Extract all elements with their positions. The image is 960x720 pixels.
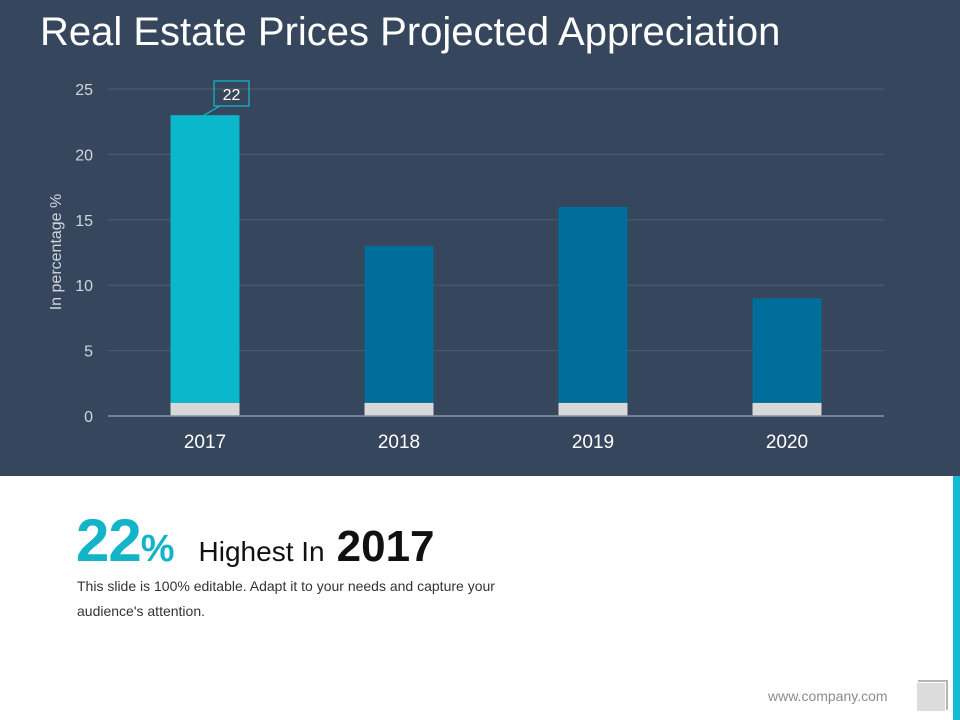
data-label-box [213,80,250,107]
callout-year: 2017 [336,522,435,571]
bar [170,115,240,403]
bar-base [170,402,240,416]
bar [558,206,628,403]
callout-description: This slide is 100% editable. Adapt it to… [77,578,495,619]
bar [364,245,434,403]
callout-number: 22 [76,507,142,574]
bar-base [752,402,822,416]
page-corner-icon [916,682,946,712]
bar [752,298,822,403]
footer-url: www.company.com [768,688,888,704]
callout-phrase: Highest In [198,536,325,567]
y-tick-label: 15 [75,213,93,230]
slide-title: Real Estate Prices Projected Appreciatio… [40,10,781,54]
x-tick-label: 2018 [378,432,420,453]
x-tick-label: 2020 [766,432,808,453]
y-tick-label: 0 [84,409,93,426]
x-tick-label: 2019 [572,432,614,453]
y-tick-label: 10 [75,278,93,295]
x-tick-label: 2017 [184,432,226,453]
bar-chart: 0 5 10 15 20 25 In percentage % 2017 2018 2019 202… [48,80,884,453]
data-label: 22 [223,87,241,104]
y-tick-label: 5 [84,344,93,361]
y-tick-label: 25 [75,82,93,99]
highlight-callout: 22 % Highest In 2017 [76,506,435,575]
y-tick-label: 20 [75,147,93,164]
callout-percent: % [140,528,175,570]
data-label-leader [203,105,221,116]
bar-base [558,402,628,416]
accent-stripe [953,476,960,720]
bar-base [364,402,434,416]
y-axis-label: In percentage % [48,194,65,311]
